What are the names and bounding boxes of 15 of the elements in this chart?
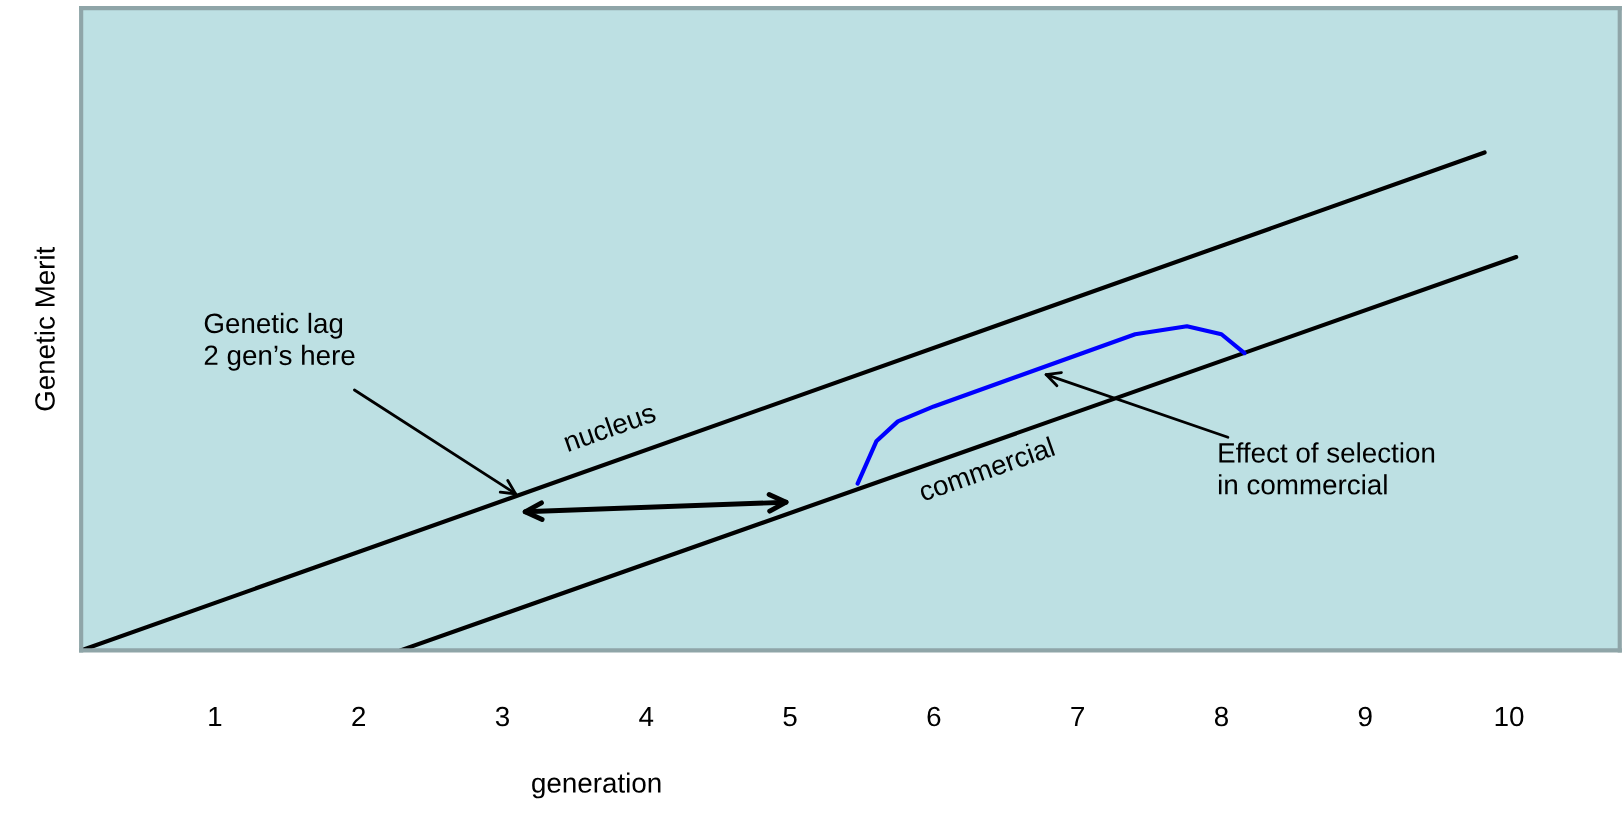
annotation: Genetic lag 2 gen’s here: [204, 312, 355, 371]
x-axis-title: generation: [532, 772, 661, 799]
x-tick-label: 6: [927, 706, 941, 727]
x-tick-label: 10: [1495, 706, 1524, 727]
x-tick-label: 1: [209, 706, 222, 727]
y-axis-title: Genetic Merit: [34, 246, 55, 411]
x-tick-label: 5: [783, 706, 797, 727]
text: nucleus: [562, 401, 657, 452]
x-tick-label: 3: [495, 706, 509, 727]
x-tick-label: 2: [352, 706, 365, 727]
x-tick-label: 7: [1071, 706, 1084, 727]
annotation: Effect of selection in commercial: [1218, 442, 1435, 495]
x-tick-label: 9: [1358, 706, 1372, 727]
x-tick-label: 4: [639, 706, 654, 727]
x-tick-label: 8: [1214, 706, 1228, 727]
